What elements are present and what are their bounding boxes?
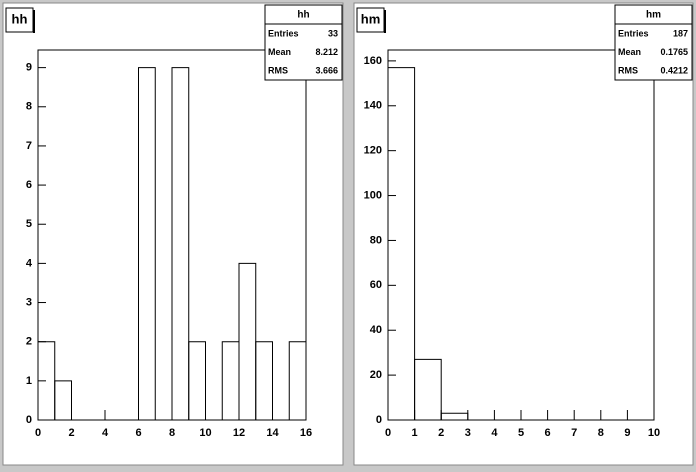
x-tick-label: 9 [624,427,630,439]
stats-value: 187 [673,28,688,38]
x-tick-label: 12 [233,427,245,439]
x-tick-label: 8 [598,427,604,439]
y-tick-label: 120 [364,145,382,157]
y-tick-label: 1 [26,375,32,387]
y-tick-label: 20 [370,369,382,381]
histogram-bin [288,341,307,420]
y-tick-label: 160 [364,55,382,67]
x-tick-label: 0 [35,427,41,439]
stats-label: RMS [268,65,288,75]
y-tick-label: 4 [26,257,33,269]
histogram-bin [414,358,442,420]
y-tick-label: 80 [370,234,382,246]
histogram-bin [255,341,273,420]
y-tick-label: 3 [26,296,32,308]
y-tick-label: 0 [376,414,382,426]
x-tick-label: 4 [102,427,109,439]
stats-label: RMS [618,65,638,75]
y-tick-label: 5 [26,218,32,230]
x-tick-label: 14 [266,427,279,439]
x-tick-label: 4 [491,427,498,439]
x-tick-label: 0 [385,427,391,439]
histogram-bin [387,67,416,420]
y-tick-label: 7 [26,140,32,152]
x-tick-label: 5 [518,427,524,439]
x-tick-label: 10 [648,427,660,439]
histogram-bin [188,341,206,420]
y-tick-label: 8 [26,101,32,113]
histogram-bin [171,67,190,420]
histogram-bin [54,380,72,420]
x-tick-label: 10 [199,427,211,439]
y-tick-label: 9 [26,62,32,74]
histogram-bin [440,412,469,420]
x-tick-label: 2 [68,427,74,439]
pad-title: hm [361,11,381,26]
histogram-bin [138,67,156,420]
x-tick-label: 1 [412,427,418,439]
y-tick-label: 100 [364,189,382,201]
y-tick-label: 6 [26,179,32,191]
x-tick-label: 8 [169,427,175,439]
stats-value: 0.1765 [660,47,688,57]
stats-label: Mean [268,47,291,57]
stats-label: Mean [618,47,641,57]
stats-box [264,4,343,81]
stats-label: Entries [618,28,649,38]
stats-value: 3.666 [315,65,338,75]
stats-label: Entries [268,28,299,38]
y-tick-label: 140 [364,100,382,112]
y-tick-label: 40 [370,324,382,336]
x-tick-label: 2 [438,427,444,439]
stats-value: 8.212 [315,47,338,57]
y-tick-label: 2 [26,336,32,348]
stats-value: 0.4212 [660,65,688,75]
stats-box [614,4,693,81]
x-tick-label: 16 [300,427,312,439]
x-tick-label: 7 [571,427,577,439]
pad-title: hh [12,11,28,26]
y-tick-label: 0 [26,414,32,426]
x-tick-label: 6 [545,427,551,439]
title-box [5,7,34,33]
stats-title: hh [297,10,309,21]
stats-value: 33 [328,28,338,38]
x-tick-label: 3 [465,427,471,439]
y-tick-label: 60 [370,279,382,291]
x-tick-label: 6 [135,427,141,439]
stats-title: hm [646,10,661,21]
